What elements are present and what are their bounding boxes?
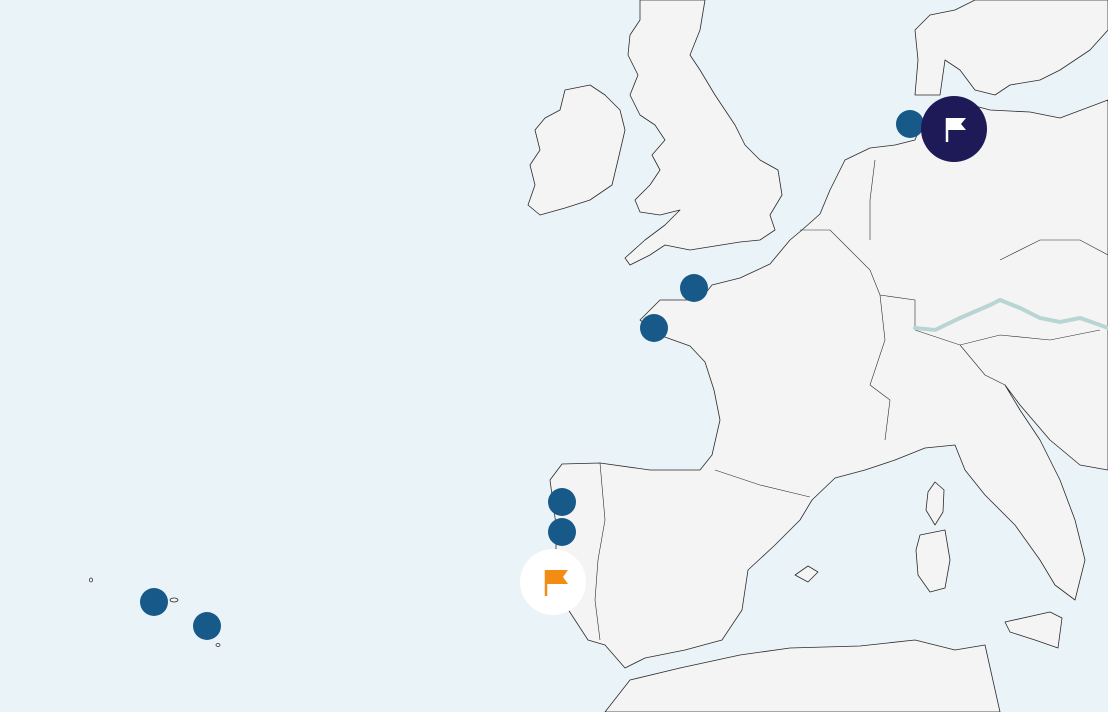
map-marker[interactable]	[680, 274, 708, 302]
scandinavia	[914, 0, 1108, 96]
corsica	[925, 481, 945, 526]
islet	[89, 577, 93, 583]
flag-icon	[948, 118, 966, 130]
flag-icon	[547, 570, 568, 584]
map-marker[interactable]	[896, 110, 924, 138]
map-marker[interactable]	[640, 314, 668, 342]
river	[913, 297, 1108, 333]
sicily	[1004, 611, 1063, 649]
map-marker[interactable]	[548, 488, 576, 516]
map-marker[interactable]	[140, 588, 168, 616]
continent	[549, 99, 1108, 669]
borders	[594, 159, 1108, 641]
islet	[169, 597, 179, 603]
flag-marker-selected[interactable]	[921, 96, 987, 162]
africa	[604, 639, 1001, 712]
map-marker[interactable]	[193, 612, 221, 640]
map-marker[interactable]	[548, 518, 576, 546]
ireland	[527, 84, 626, 216]
islet	[215, 643, 221, 647]
flag-marker[interactable]	[520, 549, 586, 615]
balearic	[794, 565, 819, 583]
great-britain	[624, 0, 783, 266]
sardinia	[915, 529, 951, 593]
